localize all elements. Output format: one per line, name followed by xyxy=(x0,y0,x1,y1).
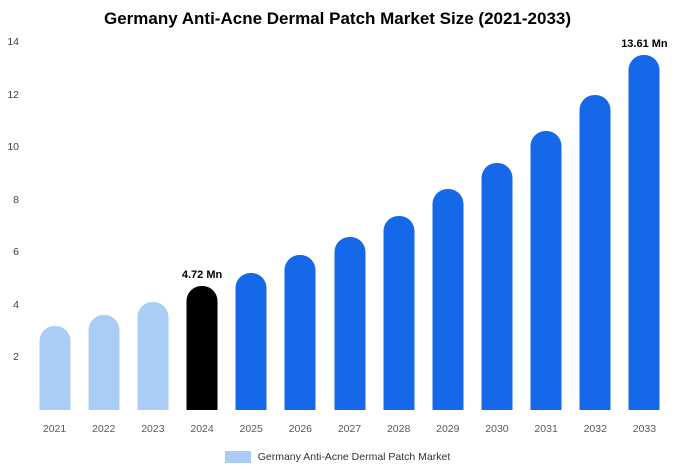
y-tick-label: 12 xyxy=(7,88,19,101)
x-axis: 2021 2022 2023 2024 2025 2026 2027 2028 2029 2030… xyxy=(30,423,669,439)
y-tick-label: 8 xyxy=(13,193,19,206)
bar-2023 xyxy=(137,302,169,410)
x-axis-label: 2021 xyxy=(42,423,67,435)
bar-2026 xyxy=(284,254,316,410)
legend: Germany Anti-Acne Dermal Patch Market xyxy=(0,449,675,465)
bar-2029 xyxy=(432,189,464,410)
x-axis-label: 2026 xyxy=(288,423,313,435)
x-axis-label: 2032 xyxy=(583,423,607,435)
x-axis-label: 2024 xyxy=(190,423,214,435)
bar-2031 xyxy=(530,131,562,410)
bar-2033 xyxy=(628,55,660,410)
bar-2027 xyxy=(334,236,365,410)
legend-label: Germany Anti-Acne Dermal Patch Market xyxy=(257,451,451,463)
x-axis-label: 2028 xyxy=(386,423,411,435)
x-axis-label: 2027 xyxy=(337,423,362,435)
page-title: Germany Anti-Acne Dermal Patch Market Si… xyxy=(103,9,572,28)
bar-2024 xyxy=(186,285,218,410)
y-axis: 2 4 6 8 10 12 14 xyxy=(0,36,26,410)
bar-2022 xyxy=(88,315,120,410)
bar-value-label: 13.61 Mn xyxy=(621,38,668,51)
y-tick-label: 6 xyxy=(13,246,19,259)
plot-area: 4.72 Mn 13.61 Mn xyxy=(30,38,669,410)
x-axis-label: 2022 xyxy=(92,423,116,435)
bar-value-label: 4.72 Mn xyxy=(181,268,223,281)
x-axis-label: 2033 xyxy=(632,423,657,435)
x-axis-label: 2023 xyxy=(141,423,165,435)
bar-2025 xyxy=(235,273,267,410)
bar-2021 xyxy=(39,325,71,410)
y-tick-label: 10 xyxy=(7,141,19,154)
x-axis-label: 2029 xyxy=(436,423,460,435)
y-tick-label: 14 xyxy=(7,36,19,48)
x-axis-label: 2030 xyxy=(485,423,509,435)
bar-2030 xyxy=(481,162,513,410)
y-tick-label: 4 xyxy=(13,298,19,311)
bar-2032 xyxy=(579,94,611,410)
legend-swatch xyxy=(224,451,251,463)
x-axis-label: 2031 xyxy=(534,423,558,435)
y-tick-label: 2 xyxy=(13,351,19,364)
x-axis-label: 2025 xyxy=(239,423,263,435)
bar-2028 xyxy=(383,215,415,410)
